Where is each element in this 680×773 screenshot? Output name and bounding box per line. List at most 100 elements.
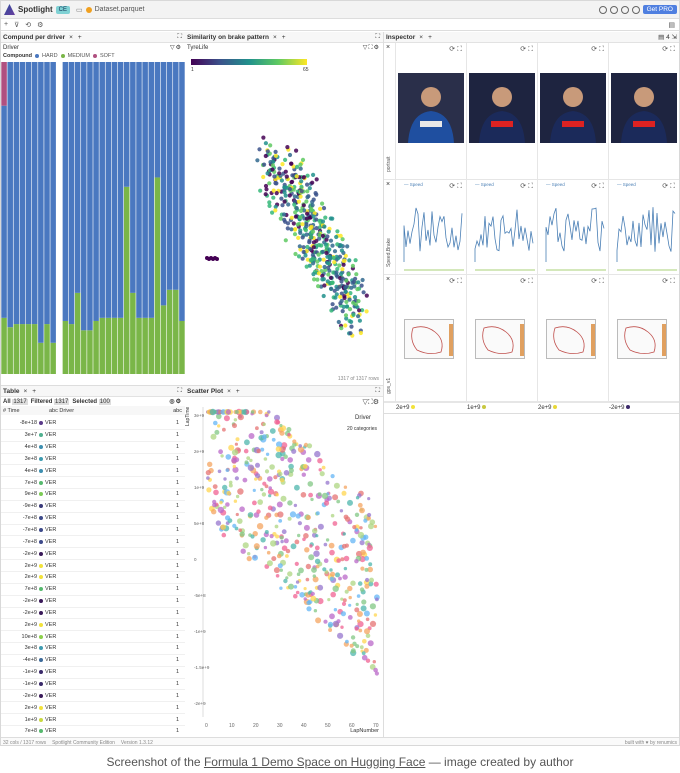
- bar-hard[interactable]: [14, 62, 20, 324]
- table-row[interactable]: 4e+8 VER 1: [1, 442, 185, 454]
- similarity-point[interactable]: [335, 242, 339, 246]
- bar-hard[interactable]: [81, 62, 87, 330]
- table-row[interactable]: -1e+9 VER 1: [1, 667, 185, 679]
- table-row[interactable]: 3e+7 VER 1: [1, 430, 185, 442]
- scatter-point[interactable]: [310, 498, 313, 501]
- similarity-point[interactable]: [357, 308, 361, 312]
- cell-actions-icon[interactable]: ⟳ ⛶: [662, 277, 675, 286]
- scatter-point[interactable]: [279, 424, 282, 427]
- scatter-point[interactable]: [206, 487, 211, 492]
- similarity-point[interactable]: [295, 165, 299, 169]
- scatter-point[interactable]: [265, 414, 269, 418]
- inspector-cell[interactable]: ⟳ ⛶: [538, 275, 609, 402]
- scatter-point[interactable]: [280, 540, 283, 543]
- similarity-map[interactable]: [185, 72, 383, 372]
- table-row[interactable]: -2e+9 VER 1: [1, 608, 185, 620]
- scatter-point[interactable]: [329, 550, 335, 556]
- scatter-point[interactable]: [219, 501, 222, 504]
- scatter-point[interactable]: [296, 591, 300, 595]
- scatter-point[interactable]: [324, 501, 329, 506]
- scatter-point[interactable]: [257, 499, 263, 505]
- similarity-point[interactable]: [284, 194, 288, 198]
- scatter-point[interactable]: [213, 421, 218, 426]
- scatter-point[interactable]: [280, 457, 284, 461]
- scatter-point[interactable]: [369, 578, 374, 583]
- scatter-point[interactable]: [207, 462, 212, 467]
- similarity-point[interactable]: [286, 226, 290, 230]
- similarity-point[interactable]: [283, 200, 287, 204]
- similarity-point[interactable]: [318, 265, 322, 269]
- inspector-cell[interactable]: ⟳ ⛶: [467, 43, 538, 180]
- scatter-point[interactable]: [298, 521, 302, 525]
- similarity-point[interactable]: [301, 158, 305, 162]
- similarity-point[interactable]: [334, 270, 338, 274]
- scatter-point[interactable]: [253, 489, 256, 492]
- similarity-point[interactable]: [351, 301, 355, 305]
- scatter-point[interactable]: [345, 640, 349, 644]
- scatter-point[interactable]: [241, 549, 246, 554]
- similarity-point[interactable]: [356, 314, 360, 318]
- tab-selected[interactable]: Selected 100: [72, 399, 110, 405]
- bar-hard[interactable]: [87, 62, 93, 330]
- similarity-point[interactable]: [338, 295, 342, 299]
- scatter-point[interactable]: [365, 578, 369, 582]
- bar-hard[interactable]: [1, 106, 7, 318]
- scatter-point[interactable]: [260, 537, 265, 542]
- scatter-point[interactable]: [277, 554, 282, 559]
- similarity-point[interactable]: [326, 272, 330, 276]
- bar-hard[interactable]: [63, 62, 69, 321]
- similarity-point[interactable]: [299, 195, 303, 199]
- bar-medium[interactable]: [142, 318, 148, 374]
- scatter-point[interactable]: [318, 524, 324, 530]
- similarity-point[interactable]: [288, 187, 292, 191]
- scatter-point[interactable]: [264, 457, 268, 461]
- scatter-point[interactable]: [335, 572, 340, 577]
- settings-icon[interactable]: [610, 6, 618, 14]
- similarity-point[interactable]: [358, 319, 362, 323]
- similarity-point[interactable]: [293, 227, 297, 231]
- scatter-point[interactable]: [348, 604, 351, 607]
- scatter-point[interactable]: [296, 580, 299, 583]
- similarity-point[interactable]: [334, 235, 338, 239]
- scatter-point[interactable]: [310, 596, 316, 602]
- similarity-point[interactable]: [325, 261, 329, 265]
- similarity-point[interactable]: [349, 320, 353, 324]
- scatter-point[interactable]: [363, 535, 368, 540]
- scatter-point[interactable]: [313, 551, 319, 557]
- similarity-point[interactable]: [264, 154, 268, 158]
- bar-medium[interactable]: [124, 187, 130, 374]
- close-icon[interactable]: ×: [227, 388, 231, 395]
- similarity-point[interactable]: [325, 234, 329, 238]
- cell-actions-icon[interactable]: ⟳ ⛶: [591, 277, 604, 286]
- scatter-point[interactable]: [248, 465, 254, 471]
- tab-inspector[interactable]: Inspector × + ▤ 4 ⇲: [384, 32, 680, 43]
- scatter-point[interactable]: [282, 529, 287, 534]
- close-row-icon[interactable]: ×: [386, 181, 390, 188]
- table-row[interactable]: 10e+8 VER 1: [1, 631, 185, 643]
- config-icon[interactable]: ⚙: [37, 21, 43, 29]
- scatter-point[interactable]: [218, 470, 222, 474]
- scatter-point[interactable]: [328, 622, 333, 627]
- scatter-point[interactable]: [375, 598, 379, 602]
- scatter-point[interactable]: [301, 492, 307, 498]
- bar-hard[interactable]: [124, 62, 130, 187]
- scatter-point[interactable]: [264, 546, 267, 549]
- bar-medium[interactable]: [69, 324, 75, 374]
- github-icon[interactable]: [632, 6, 640, 14]
- scatter-point[interactable]: [262, 492, 266, 496]
- similarity-point[interactable]: [300, 222, 304, 226]
- scatter-point[interactable]: [252, 501, 257, 506]
- scatter-point[interactable]: [287, 571, 292, 576]
- bar-medium[interactable]: [32, 324, 38, 374]
- similarity-point[interactable]: [318, 207, 322, 211]
- table-row[interactable]: 7e+8 VER 1: [1, 584, 185, 596]
- scatter-point[interactable]: [252, 555, 258, 561]
- scatter-point[interactable]: [270, 540, 276, 546]
- scatter-point[interactable]: [314, 609, 317, 612]
- similarity-point[interactable]: [352, 280, 356, 284]
- scatter-point[interactable]: [352, 525, 356, 529]
- scatter-point[interactable]: [277, 502, 283, 508]
- scatter-point[interactable]: [356, 496, 359, 499]
- similarity-point[interactable]: [262, 163, 266, 167]
- bar-medium[interactable]: [1, 318, 7, 374]
